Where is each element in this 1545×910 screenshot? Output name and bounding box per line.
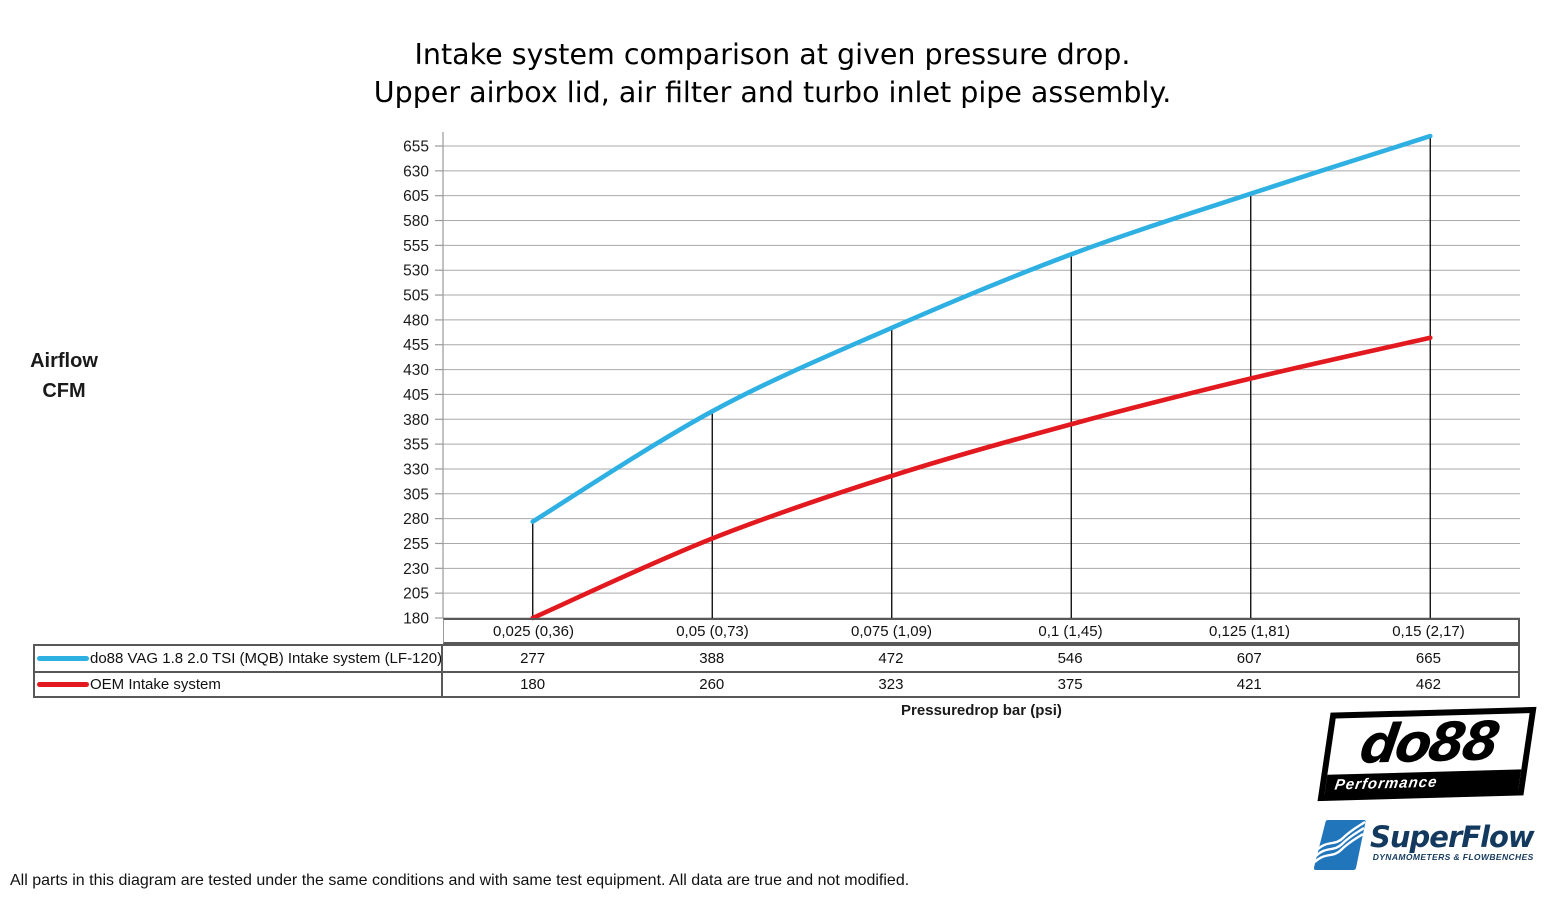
y-tick-label: 580 bbox=[403, 213, 429, 230]
table-row: do88 VAG 1.8 2.0 TSI (MQB) Intake system… bbox=[35, 646, 1518, 671]
legend-cell: do88 VAG 1.8 2.0 TSI (MQB) Intake system… bbox=[35, 646, 443, 671]
table-row: OEM Intake system 180 260 323 375 421 462 bbox=[35, 671, 1518, 696]
value-cell: 375 bbox=[1057, 676, 1083, 693]
superflow-text: SuperFlow DYNAMOMETERS & FLOWBENCHES bbox=[1370, 820, 1535, 872]
legend-line-marker bbox=[37, 656, 89, 661]
y-tick-label: 355 bbox=[403, 437, 429, 454]
superflow-subtitle: DYNAMOMETERS & FLOWBENCHES bbox=[1372, 852, 1534, 862]
value-cell: 607 bbox=[1236, 650, 1262, 667]
y-tick-label: 330 bbox=[403, 461, 429, 478]
value-cell: 421 bbox=[1236, 676, 1262, 693]
do88-logo-frame: do88 Performance bbox=[1317, 706, 1537, 802]
series-line bbox=[530, 133, 1433, 524]
y-tick-label: 605 bbox=[403, 188, 429, 205]
y-tick-label: 405 bbox=[403, 387, 429, 404]
y-tick-label: 280 bbox=[403, 511, 429, 528]
y-tick-label: 380 bbox=[403, 412, 429, 429]
data-table: do88 VAG 1.8 2.0 TSI (MQB) Intake system… bbox=[33, 644, 1520, 698]
legend-cell: OEM Intake system bbox=[35, 673, 443, 696]
chart-title-line2: Upper airbox lid, air filter and turbo i… bbox=[373, 76, 1172, 109]
chart-title: Intake system comparison at given pressu… bbox=[0, 36, 1545, 112]
superflow-logo: SuperFlow DYNAMOMETERS & FLOWBENCHES bbox=[1312, 818, 1544, 872]
y-tick-label: 305 bbox=[403, 486, 429, 503]
y-tick-label: 630 bbox=[403, 163, 429, 180]
chart-title-line1: Intake system comparison at given pressu… bbox=[414, 38, 1131, 71]
y-tick-label: 480 bbox=[403, 312, 429, 329]
y-tick-label: 555 bbox=[403, 238, 429, 255]
value-cell: 323 bbox=[878, 676, 904, 693]
legend-line-marker bbox=[37, 682, 89, 687]
y-axis-title-line2: CFM bbox=[42, 380, 86, 402]
value-cell: 277 bbox=[520, 650, 546, 667]
value-cell: 462 bbox=[1415, 676, 1441, 693]
value-cell: 472 bbox=[878, 650, 904, 667]
footer-note: All parts in this diagram are tested und… bbox=[10, 872, 910, 889]
value-cell: 180 bbox=[520, 676, 546, 693]
x-axis-label: 0,1 (1,45) bbox=[1038, 622, 1103, 640]
do88-logo: do88 Performance bbox=[1317, 706, 1537, 802]
do88-logo-performance-band: Performance bbox=[1324, 769, 1522, 796]
y-tick-label: 455 bbox=[403, 337, 429, 354]
y-axis-title: Airflow CFM bbox=[14, 346, 114, 406]
do88-logo-word: do88 bbox=[1355, 710, 1502, 776]
x-axis-label: 0,05 (0,73) bbox=[676, 622, 749, 640]
y-tick-label: 430 bbox=[403, 362, 429, 379]
value-cell: 388 bbox=[699, 650, 725, 667]
value-cell: 665 bbox=[1415, 650, 1441, 667]
y-tick-label: 205 bbox=[403, 586, 429, 603]
value-cell: 260 bbox=[699, 676, 725, 693]
series-line bbox=[530, 335, 1433, 621]
x-axis-labels-row: 0,025 (0,36) 0,05 (0,73) 0,075 (1,09) 0,1 (… bbox=[443, 618, 1520, 644]
x-axis-label: 0,025 (0,36) bbox=[493, 622, 574, 640]
value-cell: 546 bbox=[1057, 650, 1083, 667]
y-tick-label: 530 bbox=[403, 263, 429, 280]
superflow-name: SuperFlow bbox=[1370, 820, 1535, 854]
y-tick-label: 180 bbox=[403, 611, 429, 628]
y-tick-label: 255 bbox=[403, 536, 429, 553]
y-tick-label: 230 bbox=[403, 561, 429, 578]
x-axis-label: 0,125 (1,81) bbox=[1209, 622, 1290, 640]
y-tick-label: 505 bbox=[403, 288, 429, 305]
x-axis-title: Pressuredrop bar (psi) bbox=[901, 702, 1062, 719]
superflow-s-icon bbox=[1313, 820, 1366, 870]
x-axis-label: 0,075 (1,09) bbox=[851, 622, 932, 640]
y-tick-label: 655 bbox=[403, 139, 429, 156]
series-name: do88 VAG 1.8 2.0 TSI (MQB) Intake system… bbox=[90, 650, 443, 667]
x-axis-label: 0,15 (2,17) bbox=[1392, 622, 1465, 640]
series-name: OEM Intake system bbox=[90, 676, 221, 693]
y-axis-title-line1: Airflow bbox=[30, 350, 98, 372]
